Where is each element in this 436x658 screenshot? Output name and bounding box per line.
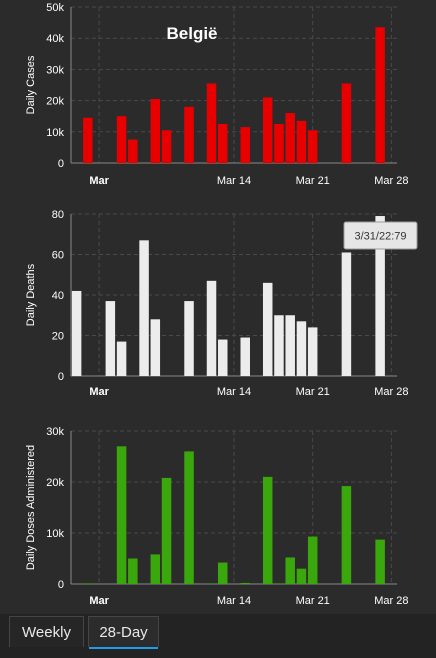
bar	[150, 319, 161, 376]
bar	[307, 536, 318, 584]
tab-28-day-label: 28-Day	[99, 623, 148, 641]
bar	[307, 327, 318, 376]
y-tick-label: 20	[52, 331, 64, 343]
bar	[262, 97, 273, 163]
bar	[218, 124, 228, 163]
charts-svg: 0 10k 20k 30k 40k 50k Mar Mar 14 Mar 21 Mar 28 Dai…	[25, 2, 418, 607]
y-tick-label: 30k	[46, 426, 64, 438]
bar	[262, 476, 273, 584]
bar	[206, 280, 217, 376]
x-tick-label: Mar 14	[217, 175, 251, 187]
bar	[274, 315, 284, 376]
x-tick-label: Mar 14	[217, 386, 251, 398]
bar	[274, 124, 284, 163]
bar	[116, 116, 127, 163]
bar	[139, 240, 149, 376]
y-tick-label: 80	[52, 209, 64, 221]
y-tick-label: 20k	[46, 477, 64, 489]
bar	[83, 583, 93, 584]
y-tick-label: 0	[58, 579, 64, 591]
x-tick-label: Mar	[89, 386, 109, 398]
y-tick-label: 0	[58, 371, 64, 383]
bar	[161, 477, 172, 584]
x-tick-label: Mar 28	[374, 595, 408, 607]
tab-weekly[interactable]: Weekly	[9, 616, 84, 647]
bar	[307, 130, 318, 163]
tooltip: 3/31/22:79	[343, 221, 418, 250]
bar	[150, 554, 161, 584]
y-tick-label: 0	[58, 158, 64, 170]
x-tick-label: Mar 21	[296, 175, 330, 187]
bar	[184, 301, 194, 376]
bar	[285, 113, 295, 163]
bar	[128, 558, 138, 584]
bar	[83, 117, 93, 163]
y-tick-label: 10k	[46, 127, 64, 139]
bar	[184, 106, 194, 163]
chart-2: 0 20 40 60 80 Mar Mar 14 Mar 21 Mar 28 Daily Deat…	[25, 209, 409, 398]
bar	[218, 562, 228, 584]
y-tick-label: 30k	[46, 64, 64, 76]
bar	[341, 252, 352, 376]
bar	[296, 568, 307, 584]
y-tick-label: 50k	[46, 2, 64, 14]
y-tick-label: 60	[52, 250, 64, 262]
x-tick-label: Mar 21	[296, 386, 330, 398]
bar	[105, 301, 116, 376]
bar	[296, 120, 307, 163]
bar	[296, 321, 307, 376]
active-tab-indicator	[89, 647, 158, 649]
y-axis-label: Daily Deaths	[25, 263, 37, 326]
bar	[375, 539, 385, 584]
tooltip-text: 3/31/22:79	[355, 231, 407, 243]
x-tick-label: Mar 21	[296, 595, 330, 607]
y-tick-label: 40	[52, 290, 64, 302]
bar	[341, 486, 352, 584]
tooltip-box	[343, 221, 418, 250]
bar	[285, 557, 295, 584]
chart-1: 0 10k 20k 30k 40k 50k Mar Mar 14 Mar 21 Mar 28 Dai…	[25, 2, 409, 187]
bar	[375, 27, 385, 164]
bar	[274, 583, 284, 584]
bar	[116, 446, 127, 584]
y-tick-label: 40k	[46, 33, 64, 45]
bar	[161, 130, 172, 163]
x-tick-label: Mar 28	[374, 175, 408, 187]
y-tick-label: 20k	[46, 96, 64, 108]
bar	[184, 451, 194, 584]
bar	[206, 583, 217, 584]
bar	[206, 83, 217, 163]
bar	[285, 315, 295, 376]
bar	[218, 339, 228, 376]
bar	[240, 127, 250, 163]
chart-3: 0 10k 20k 30k Mar Mar 14 Mar 21 Mar 28 Daily Dos…	[25, 426, 409, 607]
tab-bar: Weekly 28-Day	[0, 614, 436, 658]
chart-panel: 0 10k 20k 30k 40k 50k Mar Mar 14 Mar 21 Mar 28 Dai…	[25, 2, 418, 607]
y-tick-label: 10k	[46, 528, 64, 540]
bar	[341, 83, 352, 163]
y-axis-label: Daily Cases	[25, 55, 37, 114]
bar	[375, 216, 385, 376]
x-tick-label: Mar	[89, 175, 109, 187]
chart-title: België	[166, 24, 217, 43]
x-tick-label: Mar	[89, 595, 109, 607]
bar	[128, 139, 138, 163]
x-tick-label: Mar 14	[217, 595, 251, 607]
bar	[240, 582, 250, 584]
bar	[240, 337, 250, 376]
tab-28-day[interactable]: 28-Day	[88, 616, 159, 649]
bar	[71, 290, 82, 376]
bar	[262, 282, 273, 376]
bar	[150, 99, 161, 163]
x-tick-label: Mar 28	[374, 386, 408, 398]
bar	[116, 341, 127, 376]
tab-weekly-label: Weekly	[22, 623, 71, 641]
y-axis-label: Daily Doses Administered	[25, 445, 37, 570]
